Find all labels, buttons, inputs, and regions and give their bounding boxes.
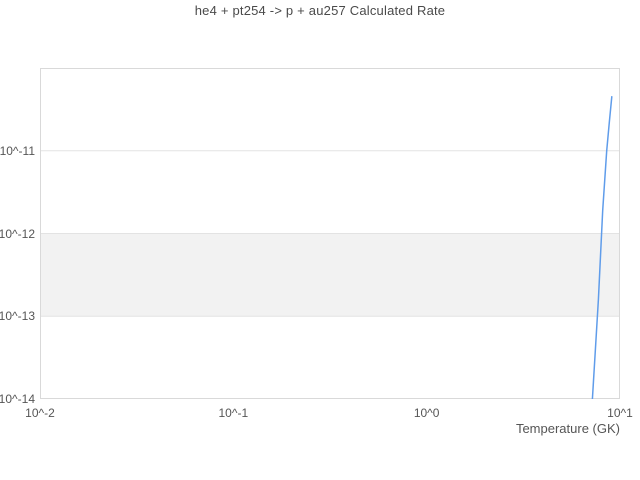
- series-line: [591, 95, 613, 399]
- x-tick-label: 10^0: [413, 406, 440, 420]
- x-axis-title: Temperature (GK): [515, 421, 620, 436]
- y-tick-label: 10^-13: [0, 309, 35, 324]
- y-tick-label: 10^-11: [0, 143, 35, 158]
- y-tick-label: 10^-14: [0, 392, 35, 406]
- plot-border: [40, 68, 620, 399]
- y-tick-label: 10^-12: [0, 226, 35, 241]
- plot-canvas: [40, 68, 620, 399]
- x-tick-label: 10^-1: [218, 406, 249, 420]
- x-tick-label: 10^1: [607, 406, 633, 420]
- x-tick-label: 10^-2: [25, 406, 55, 420]
- plot-area: [40, 68, 620, 399]
- chart-title: he4 + pt254 -> p + au257 Calculated Rate: [194, 3, 446, 18]
- shaded-band: [40, 233, 620, 317]
